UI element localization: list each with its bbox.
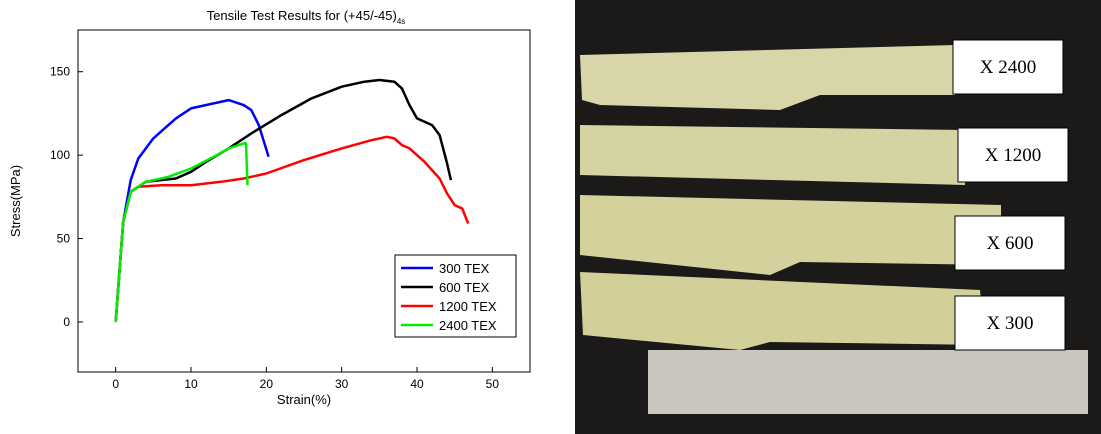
label-box bbox=[952, 39, 1064, 95]
plot-frame bbox=[77, 29, 531, 373]
chart-title: Tensile Test Results for (+45/-45)4s bbox=[207, 8, 406, 26]
legend-label: 600 TEX bbox=[439, 280, 490, 295]
x-tick-label: 30 bbox=[335, 377, 349, 391]
x-tick-label: 0 bbox=[112, 377, 119, 391]
y-tick-label: 100 bbox=[50, 148, 70, 162]
line-series bbox=[114, 98, 270, 323]
y-tick-label: 150 bbox=[50, 65, 70, 79]
ruler bbox=[648, 350, 1088, 414]
x-tick-label: 40 bbox=[410, 377, 424, 391]
label-box bbox=[957, 127, 1069, 183]
x-tick-label: 20 bbox=[260, 377, 274, 391]
line-series bbox=[114, 135, 470, 323]
strip bbox=[580, 125, 965, 185]
photo-label: X 600 bbox=[987, 233, 1034, 254]
y-tick-label: 0 bbox=[63, 315, 70, 329]
legend-label: 300 TEX bbox=[439, 261, 490, 276]
strip bbox=[580, 45, 955, 110]
photo-label: X 300 bbox=[987, 313, 1034, 334]
x-tick-label: 50 bbox=[486, 377, 500, 391]
strip bbox=[580, 272, 985, 350]
photo-label: X 1200 bbox=[985, 145, 1041, 166]
title-main: Tensile Test Results for (+45/-45) bbox=[207, 8, 397, 23]
x-tick-label: 10 bbox=[184, 377, 198, 391]
y-tick-label: 50 bbox=[57, 232, 71, 246]
strip bbox=[580, 195, 1001, 275]
photo-label: X 2400 bbox=[980, 57, 1036, 78]
legend-label: 1200 TEX bbox=[439, 299, 497, 314]
title-subscript: 4s bbox=[397, 17, 405, 26]
line-series bbox=[114, 142, 249, 323]
x-axis-label: Strain(%) bbox=[277, 392, 331, 407]
label-box bbox=[954, 295, 1066, 351]
y-axis-label: Stress(MPa) bbox=[8, 165, 23, 237]
legend-label: 2400 TEX bbox=[439, 318, 497, 333]
label-box bbox=[954, 215, 1066, 271]
